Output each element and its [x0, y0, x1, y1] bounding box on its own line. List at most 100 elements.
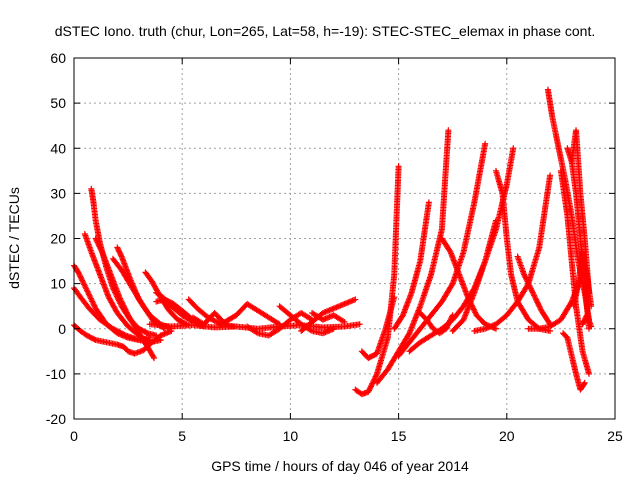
data-point	[79, 277, 86, 284]
series-38	[579, 312, 595, 330]
data-point	[470, 306, 477, 313]
data-point	[122, 306, 129, 313]
data-point	[405, 331, 412, 338]
data-point	[151, 355, 158, 362]
data-point	[77, 274, 84, 281]
x-axis-label: GPS time / hours of day 046 of year 2014	[211, 458, 469, 474]
series-3	[81, 230, 164, 346]
data-point	[445, 127, 452, 134]
data-point	[81, 281, 88, 288]
data-point	[533, 297, 540, 304]
series-21	[373, 127, 452, 386]
data-point	[533, 296, 540, 303]
data-point	[445, 320, 452, 327]
data-point	[253, 329, 260, 336]
data-point	[523, 277, 530, 284]
data-point	[365, 388, 372, 395]
data-point	[534, 299, 541, 306]
data-point	[399, 313, 406, 320]
data-point	[93, 238, 100, 245]
data-point	[117, 252, 124, 259]
y-tick-label: 0	[58, 321, 66, 337]
data-point	[98, 247, 105, 254]
data-point	[536, 303, 543, 310]
x-tick-label: 0	[70, 428, 78, 444]
y-tick-label: -10	[46, 366, 66, 382]
series-27	[449, 217, 499, 335]
data-point	[116, 294, 123, 301]
data-point	[531, 293, 538, 300]
data-point	[75, 270, 82, 277]
grid	[74, 58, 615, 419]
data-point	[586, 370, 593, 377]
axis-ticks: -20 -10 0 10 20 30 40 50 60 0 5 10 15 20 25	[46, 50, 623, 444]
data-point	[443, 324, 450, 331]
data-point	[118, 298, 125, 305]
data-point	[369, 380, 376, 387]
data-point	[510, 145, 517, 152]
series-34	[560, 330, 588, 393]
data-point	[472, 309, 479, 316]
data-point	[535, 300, 542, 307]
data-point	[367, 383, 374, 390]
data-point	[528, 286, 535, 293]
x-tick-label: 20	[499, 428, 515, 444]
data-point	[524, 278, 531, 285]
data-point	[529, 289, 536, 296]
data-point	[121, 331, 128, 338]
data-point	[527, 285, 534, 292]
data-point	[370, 377, 377, 384]
data-point	[368, 381, 375, 388]
data-point	[449, 313, 456, 320]
series-15	[244, 309, 316, 339]
data-point	[97, 244, 104, 251]
data-point	[581, 379, 588, 386]
data-point	[79, 278, 86, 285]
data-point	[526, 282, 533, 289]
data-point	[529, 288, 536, 295]
data-point	[307, 327, 314, 334]
series-20	[358, 294, 398, 362]
data-point	[80, 280, 87, 287]
data-point	[447, 317, 454, 324]
data-point	[482, 140, 489, 147]
series-16	[276, 303, 337, 337]
data-point	[121, 303, 128, 310]
data-point	[117, 296, 124, 303]
y-tick-label: 20	[50, 231, 66, 247]
data-point	[92, 235, 99, 242]
data-point	[330, 325, 337, 332]
data-point	[95, 242, 102, 249]
y-tick-label: 60	[50, 50, 66, 66]
data-point	[93, 236, 100, 243]
data-point	[588, 323, 595, 330]
data-point	[341, 318, 348, 325]
y-axis-label: dSTEC / TECUs	[6, 187, 22, 289]
data-point	[76, 272, 83, 279]
data-point	[547, 172, 554, 179]
data-point	[448, 281, 455, 288]
data-point	[352, 296, 359, 303]
y-tick-label: 30	[50, 185, 66, 201]
data-point	[527, 284, 534, 291]
data-point	[95, 240, 102, 247]
data-point	[444, 323, 451, 330]
data-point	[449, 312, 456, 319]
data-point	[150, 353, 157, 360]
data-point	[521, 272, 528, 279]
data-point	[157, 337, 164, 344]
data-point	[75, 269, 82, 276]
x-tick-label: 10	[283, 428, 299, 444]
data-point	[531, 292, 538, 299]
x-tick-label: 5	[178, 428, 186, 444]
data-point	[470, 305, 477, 312]
series-14	[218, 300, 283, 328]
data-points	[71, 86, 595, 398]
data-point	[445, 321, 452, 328]
data-point	[372, 373, 379, 380]
y-tick-label: 50	[50, 95, 66, 111]
chart-title: dSTEC Iono. truth (chur, Lon=265, Lat=58…	[55, 23, 595, 39]
data-point	[97, 246, 104, 253]
series-37	[570, 249, 595, 310]
data-point	[521, 271, 528, 278]
